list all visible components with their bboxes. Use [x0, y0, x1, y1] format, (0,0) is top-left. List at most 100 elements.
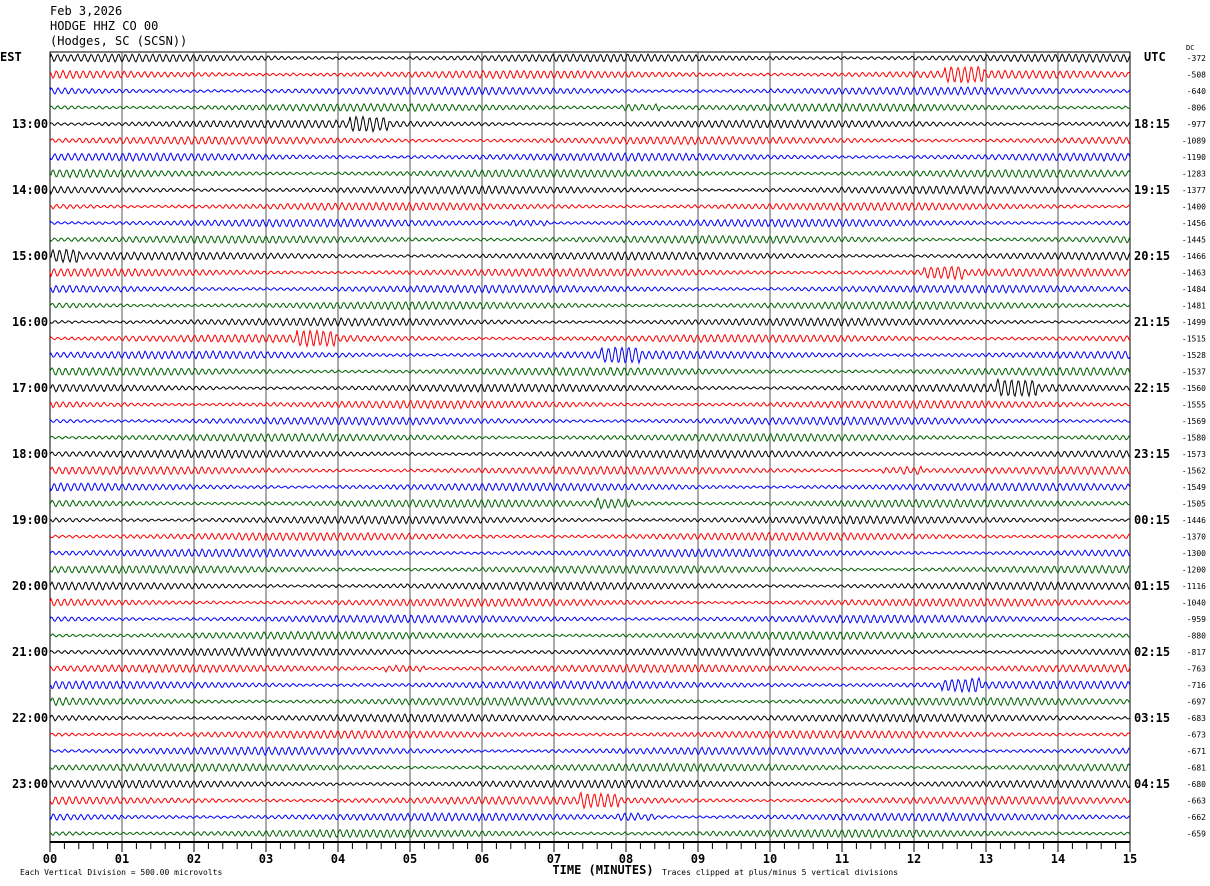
est-hour-label: 23:00: [12, 777, 48, 791]
seismic-trace: [49, 729, 1131, 740]
utc-hour-label: 03:15: [1134, 711, 1170, 725]
est-hour-label: 21:00: [12, 645, 48, 659]
utc-hour-label: 23:15: [1134, 447, 1170, 461]
footer-clip-note: Traces clipped at plus/minus 5 vertical …: [662, 868, 898, 877]
dc-offset-label: -1466: [1182, 252, 1206, 261]
x-tick-label: 01: [115, 852, 129, 866]
seismic-trace: [49, 482, 1131, 493]
dc-offset-label: -640: [1187, 87, 1206, 96]
x-tick-label: 00: [43, 852, 57, 866]
dc-offset-label: -1560: [1182, 384, 1206, 393]
dc-offset-label: -1300: [1182, 549, 1206, 558]
utc-hour-label: 00:15: [1134, 513, 1170, 527]
dc-offset-label: -673: [1187, 731, 1206, 740]
dc-offset-label: -716: [1187, 681, 1206, 690]
dc-offset-label: -959: [1187, 615, 1206, 624]
seismic-trace: [49, 791, 1131, 810]
dc-offset-label: -1463: [1182, 269, 1206, 278]
dc-offset-label: -880: [1187, 632, 1206, 641]
dc-offset-label: -1499: [1182, 318, 1206, 327]
utc-hour-label: 20:15: [1134, 249, 1170, 263]
seismic-trace: [49, 115, 1131, 134]
seismic-trace: [49, 531, 1131, 542]
seismic-trace: [49, 496, 1130, 510]
seismic-trace: [49, 377, 1131, 398]
dc-offset-label: -1580: [1182, 434, 1206, 443]
seismic-trace: [49, 597, 1131, 608]
seismic-trace: [49, 432, 1131, 443]
seismic-trace: [49, 248, 1131, 264]
seismic-trace: [49, 828, 1131, 839]
dc-offset-label: -1528: [1182, 351, 1206, 360]
est-hour-label: 17:00: [12, 381, 48, 395]
header-station: HODGE HHZ CO 00: [50, 19, 159, 33]
dc-offset-label: -817: [1187, 648, 1206, 657]
seismic-trace: [49, 465, 1131, 476]
x-tick-label: 03: [259, 852, 273, 866]
header-location: (Hodges, SC (SCSN)): [50, 34, 188, 48]
dc-offset-label: -1537: [1182, 368, 1206, 377]
dc-offset-label: -1116: [1182, 582, 1206, 591]
seismic-trace: [49, 366, 1131, 377]
utc-label: UTC: [1144, 50, 1166, 64]
utc-hour-label: 22:15: [1134, 381, 1170, 395]
seismic-trace: [49, 168, 1131, 179]
x-tick-label: 14: [1051, 852, 1065, 866]
dc-offset-label: -662: [1187, 813, 1206, 822]
seismic-trace: [49, 515, 1131, 525]
dc-offset-label: -1555: [1182, 401, 1206, 410]
seismic-trace: [49, 86, 1131, 97]
seismic-trace: [49, 564, 1131, 575]
seismic-trace: [49, 762, 1131, 773]
est-hour-label: 16:00: [12, 315, 48, 329]
dc-offset-label: -763: [1187, 665, 1206, 674]
seismic-trace: [49, 647, 1131, 658]
seismic-trace: [49, 630, 1131, 641]
est-hour-label: 22:00: [12, 711, 48, 725]
x-tick-label: 10: [763, 852, 777, 866]
seismic-trace: [49, 448, 1131, 460]
x-tick-label: 06: [475, 852, 489, 866]
x-tick-label: 13: [979, 852, 993, 866]
x-tick-label: 12: [907, 852, 921, 866]
utc-hour-label: 01:15: [1134, 579, 1170, 593]
seismic-trace: [49, 201, 1131, 212]
dc-offset-label: -1573: [1182, 450, 1206, 459]
seismic-trace: [49, 415, 1131, 426]
dc-offset-label: -1040: [1182, 599, 1206, 608]
seismic-trace: [49, 102, 1131, 113]
seismic-trace: [49, 346, 1131, 365]
dc-offset-label: -697: [1187, 698, 1206, 707]
dc-offset-label: -1377: [1182, 186, 1206, 195]
seismic-trace: [49, 548, 1131, 558]
dc-offset-label: -372: [1187, 54, 1206, 63]
dc-offset-label: -1481: [1182, 302, 1206, 311]
x-tick-label: 09: [691, 852, 705, 866]
footer-scale-note: Each Vertical Division = 500.00 microvol…: [20, 868, 222, 877]
seismic-trace: [49, 713, 1131, 724]
seismic-trace: [49, 328, 1131, 349]
est-hour-label: 18:00: [12, 447, 48, 461]
dc-offset-label: -1089: [1182, 137, 1206, 146]
dc-offset-label: -671: [1187, 747, 1206, 756]
dc-offset-label: -1446: [1182, 516, 1206, 525]
seismic-trace: [49, 580, 1131, 592]
seismic-trace: [49, 218, 1131, 228]
x-tick-label: 11: [835, 852, 849, 866]
dc-offset-label: -1400: [1182, 203, 1206, 212]
header-date: Feb 3,2026: [50, 4, 123, 18]
seismic-trace: [49, 151, 1131, 163]
dc-offset-label: -659: [1187, 830, 1206, 839]
utc-hour-label: 04:15: [1134, 777, 1170, 791]
seismic-trace: [49, 676, 1131, 694]
dc-offset-label: -1515: [1182, 335, 1206, 344]
seismic-trace: [49, 184, 1130, 196]
x-axis-title: TIME (MINUTES): [552, 863, 653, 877]
est-hour-label: 13:00: [12, 117, 48, 131]
est-hour-label: 20:00: [12, 579, 48, 593]
dc-offset-label: -681: [1187, 764, 1206, 773]
seismic-trace: [49, 300, 1131, 311]
seismic-trace: [49, 135, 1131, 146]
seismic-trace: [49, 779, 1131, 789]
